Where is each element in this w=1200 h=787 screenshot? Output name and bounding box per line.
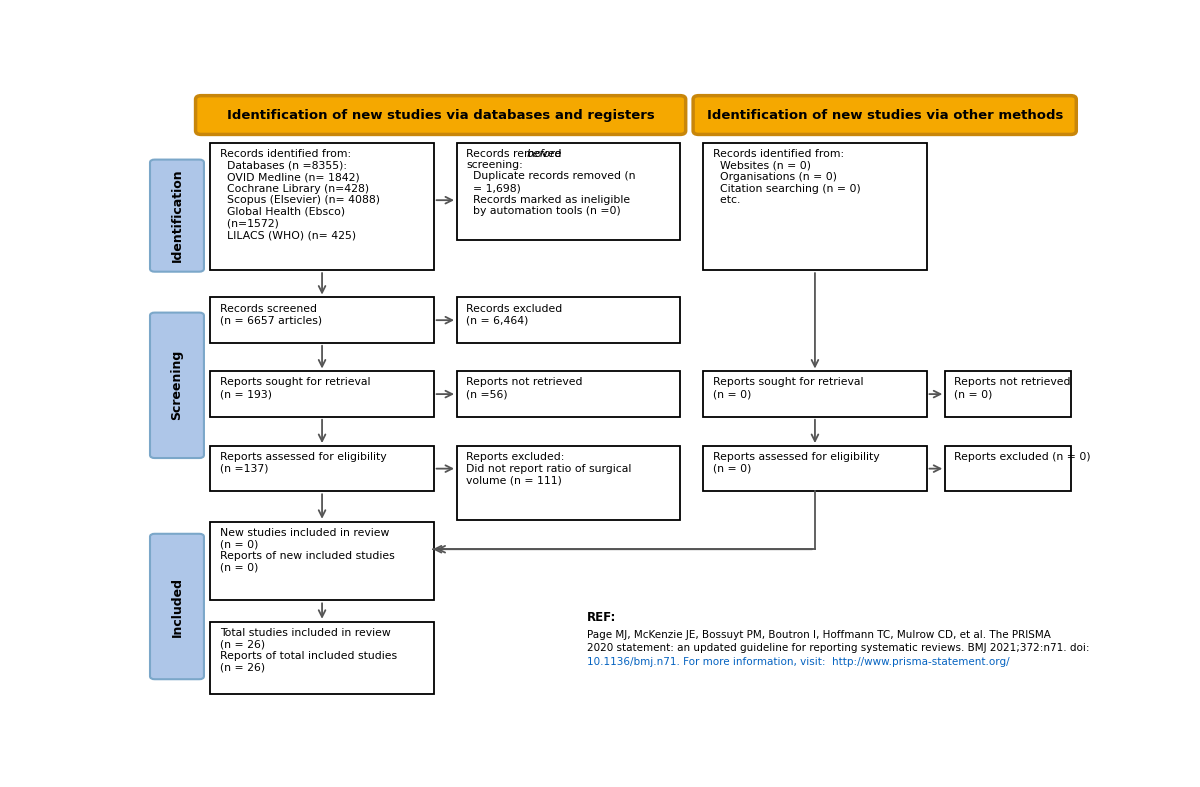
FancyBboxPatch shape — [196, 96, 685, 135]
Text: Screening: Screening — [170, 350, 184, 420]
Text: REF:: REF: — [587, 611, 617, 624]
FancyBboxPatch shape — [210, 297, 433, 343]
FancyBboxPatch shape — [150, 160, 204, 272]
Text: Included: Included — [170, 577, 184, 637]
FancyBboxPatch shape — [210, 143, 433, 270]
FancyBboxPatch shape — [946, 446, 1070, 491]
Text: 2020 statement: an updated guideline for reporting systematic reviews. BMJ 2021;: 2020 statement: an updated guideline for… — [587, 644, 1090, 653]
Text: Identification of new studies via other methods: Identification of new studies via other … — [707, 109, 1063, 121]
FancyBboxPatch shape — [210, 622, 433, 694]
Text: Reports excluded (n = 0): Reports excluded (n = 0) — [954, 452, 1091, 462]
Text: Reports assessed for eligibility
(n =137): Reports assessed for eligibility (n =137… — [220, 452, 386, 474]
Text: Reports assessed for eligibility
(n = 0): Reports assessed for eligibility (n = 0) — [713, 452, 880, 474]
Text: Records identified from:
  Databases (n =8355):
  OVID Medline (n= 1842)
  Cochr: Records identified from: Databases (n =8… — [220, 149, 379, 240]
FancyBboxPatch shape — [946, 371, 1070, 417]
Text: Records removed: Records removed — [467, 149, 565, 159]
FancyBboxPatch shape — [210, 371, 433, 417]
Text: Page MJ, McKenzie JE, Bossuyt PM, Boutron I, Hoffmann TC, Mulrow CD, et al. The : Page MJ, McKenzie JE, Bossuyt PM, Boutro… — [587, 630, 1051, 640]
FancyBboxPatch shape — [457, 371, 680, 417]
FancyBboxPatch shape — [210, 446, 433, 491]
Text: Records screened
(n = 6657 articles): Records screened (n = 6657 articles) — [220, 304, 322, 325]
FancyBboxPatch shape — [150, 312, 204, 458]
Text: Reports not retrieved
(n = 0): Reports not retrieved (n = 0) — [954, 378, 1070, 399]
Text: screening:
  Duplicate records removed (n
  = 1,698)
  Records marked as ineligi: screening: Duplicate records removed (n … — [467, 160, 636, 216]
Text: Identification of new studies via databases and registers: Identification of new studies via databa… — [227, 109, 654, 121]
Text: Records excluded
(n = 6,464): Records excluded (n = 6,464) — [467, 304, 563, 325]
FancyBboxPatch shape — [457, 143, 680, 240]
FancyBboxPatch shape — [457, 297, 680, 343]
Text: Records identified from:
  Websites (n = 0)
  Organisations (n = 0)
  Citation s: Records identified from: Websites (n = 0… — [713, 149, 860, 205]
FancyBboxPatch shape — [210, 522, 433, 600]
Text: New studies included in review
(n = 0)
Reports of new included studies
(n = 0): New studies included in review (n = 0) R… — [220, 528, 395, 572]
Text: Reports excluded:
Did not report ratio of surgical
volume (n = 111): Reports excluded: Did not report ratio o… — [467, 452, 631, 485]
FancyBboxPatch shape — [694, 96, 1076, 135]
Text: before: before — [526, 149, 562, 159]
Text: Reports sought for retrieval
(n = 193): Reports sought for retrieval (n = 193) — [220, 378, 371, 399]
Text: Identification: Identification — [170, 169, 184, 262]
FancyBboxPatch shape — [703, 446, 926, 491]
Text: Total studies included in review
(n = 26)
Reports of total included studies
(n =: Total studies included in review (n = 26… — [220, 628, 397, 673]
FancyBboxPatch shape — [457, 446, 680, 520]
Text: Reports not retrieved
(n =56): Reports not retrieved (n =56) — [467, 378, 583, 399]
FancyBboxPatch shape — [703, 143, 926, 270]
FancyBboxPatch shape — [150, 534, 204, 679]
FancyBboxPatch shape — [703, 371, 926, 417]
Text: 10.1136/bmj.n71. For more information, visit:  http://www.prisma-statement.org/: 10.1136/bmj.n71. For more information, v… — [587, 657, 1009, 667]
Text: Reports sought for retrieval
(n = 0): Reports sought for retrieval (n = 0) — [713, 378, 863, 399]
